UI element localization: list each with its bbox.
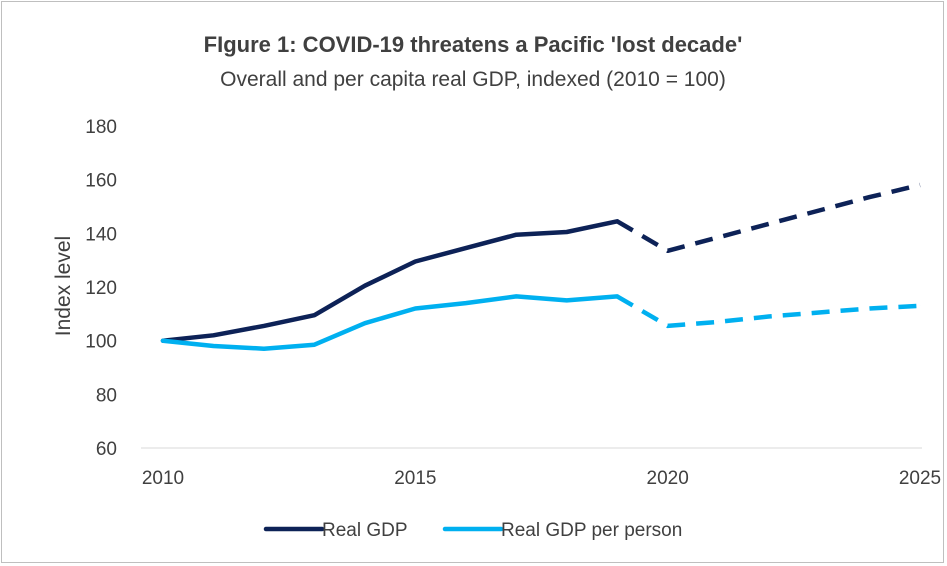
- x-axis-ticks: 2010 2015 2020 2025: [142, 468, 941, 489]
- y-tick-label: 100: [85, 332, 117, 353]
- series-line-actual-1: [160, 219, 620, 343]
- series-line-forecast-2: [616, 294, 921, 329]
- chart-title: FIgure 1: COVID-19 threatens a Pacific '…: [204, 32, 743, 57]
- y-tick-label: 180: [85, 117, 117, 138]
- x-tick-label: 2015: [394, 468, 436, 489]
- y-axis-ticks: 60 80 100 120 140 160 180: [85, 117, 117, 460]
- legend-label: Real GDP: [322, 520, 408, 541]
- legend-label: Real GDP per person: [501, 520, 682, 541]
- y-tick-label: 120: [85, 278, 117, 299]
- x-tick-label: 2010: [142, 468, 184, 489]
- series-layer: [160, 182, 921, 351]
- series-line-forecast-1: [616, 182, 921, 254]
- y-tick-label: 80: [96, 385, 117, 406]
- chart-subtitle: Overall and per capita real GDP, indexed…: [220, 68, 726, 91]
- y-tick-label: 160: [85, 171, 117, 192]
- y-tick-label: 140: [85, 224, 117, 245]
- y-axis-label: Index level: [52, 236, 75, 336]
- x-tick-label: 2020: [647, 468, 689, 489]
- x-tick-label: 2025: [899, 468, 941, 489]
- legend: Real GDP Real GDP per person: [263, 520, 682, 541]
- y-tick-label: 60: [96, 439, 117, 460]
- series-line-actual-2: [160, 294, 620, 351]
